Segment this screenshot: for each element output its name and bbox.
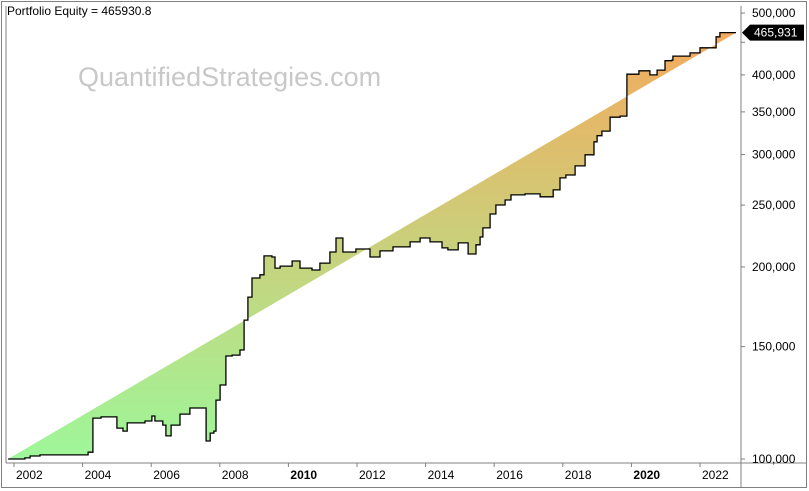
last-value-label: 465,931 [742, 24, 804, 41]
y-tick-label: 400,000 [752, 68, 796, 82]
x-tick-label: 2018 [565, 468, 592, 482]
x-tick-label: 2014 [428, 468, 455, 482]
y-tick-label: 100,000 [752, 452, 796, 466]
x-axis: 2002 2004 2006 2008 2010 2012 2014 2016 2018 2020… [13, 463, 729, 482]
y-tick-label: 350,000 [752, 105, 796, 119]
x-tick-label: 2016 [496, 468, 523, 482]
x-tick-label: 2012 [359, 468, 386, 482]
x-tick-label: 2006 [153, 468, 180, 482]
last-value-text: 465,931 [754, 26, 798, 40]
y-tick-label: 250,000 [752, 198, 796, 212]
y-axis: 100,000 150,000 200,000 250,000 300,000 350,0… [741, 6, 796, 466]
equity-area [8, 32, 737, 459]
watermark: QuantifiedStrategies.com [78, 62, 381, 92]
x-tick-label: 2008 [222, 468, 249, 482]
x-tick-label: 2020 [633, 468, 660, 482]
x-tick-label: 2002 [16, 468, 43, 482]
y-tick-label: 200,000 [752, 260, 796, 274]
y-tick-label: 300,000 [752, 148, 796, 162]
x-tick-label: 2004 [85, 468, 112, 482]
y-tick-label: 150,000 [752, 340, 796, 354]
y-tick-label: 500,000 [752, 6, 796, 20]
equity-line [8, 31, 736, 460]
chart-title: Portfolio Equity = 465930.8 [7, 4, 152, 18]
x-tick-label: 2010 [290, 468, 317, 482]
x-tick-label: 2022 [702, 468, 729, 482]
plot-area [5, 6, 806, 487]
